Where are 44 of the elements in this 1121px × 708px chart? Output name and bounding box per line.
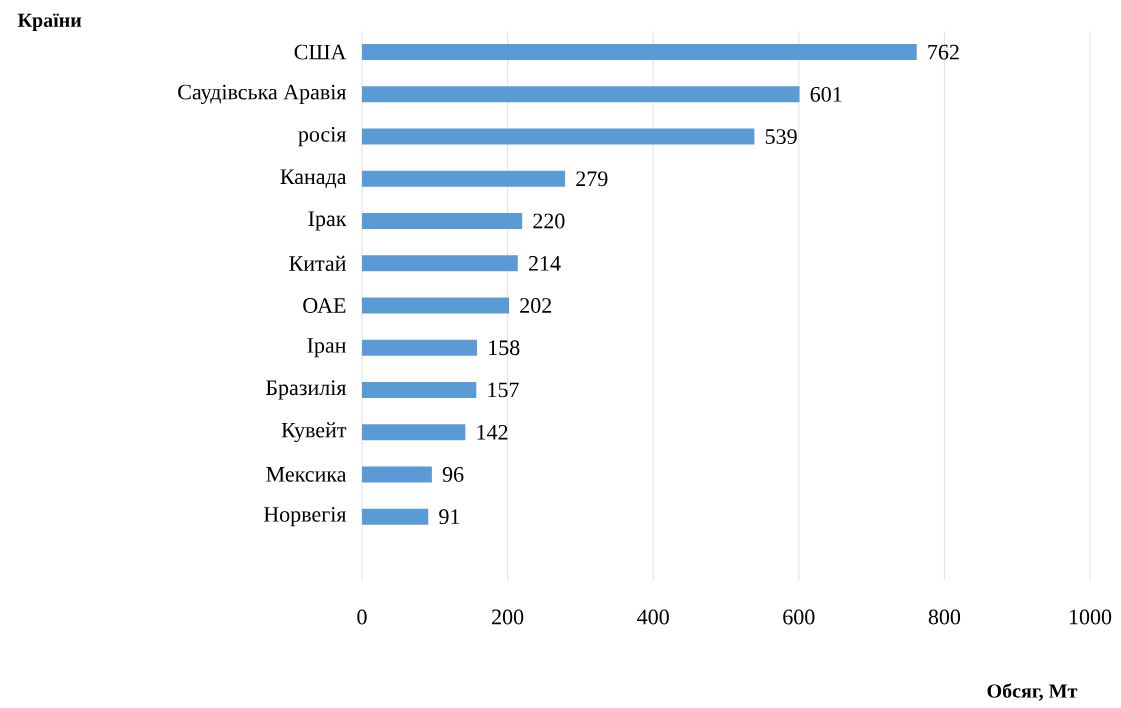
bar [362, 508, 429, 525]
y-tick-label: Норвегія [263, 507, 347, 527]
y-tick-label: Мексика [266, 467, 347, 482]
bar [362, 297, 510, 314]
data-label: 279 [576, 171, 608, 187]
y-tick-label: Іран [307, 338, 346, 358]
data-label: 157 [488, 382, 519, 398]
data-label: 762 [928, 44, 959, 60]
bar [362, 86, 800, 103]
x-tick-label: 800 [928, 609, 961, 625]
y-tick-label: Ірак [308, 211, 347, 231]
y-tick-label: Китай [289, 255, 346, 271]
bar [362, 128, 755, 145]
y-tick-label: ОАЕ [303, 298, 346, 313]
bar [362, 339, 478, 356]
data-label: 539 [765, 129, 797, 144]
bar [362, 170, 566, 187]
data-label: 142 [477, 424, 508, 440]
y-tick-label: Канада [280, 169, 347, 189]
x-axis-title: Обсяг, Мт [987, 683, 1078, 701]
data-label: 202 [520, 298, 552, 313]
x-tick-label: 600 [783, 609, 815, 625]
data-label: 158 [489, 340, 520, 356]
data-label: 91 [439, 509, 460, 525]
x-tick-label: 200 [492, 609, 524, 625]
y-axis-title: Країни [17, 13, 82, 32]
data-label: 601 [810, 86, 842, 102]
x-tick-label: 0 [357, 609, 367, 625]
data-label: 220 [533, 213, 565, 229]
data-label: 96 [442, 467, 464, 482]
bar [362, 424, 466, 441]
x-tick-label: 400 [637, 609, 669, 625]
bar [362, 381, 477, 398]
y-tick-label: росія [298, 126, 347, 147]
bar [362, 255, 518, 272]
bar [362, 466, 432, 483]
data-label: 214 [528, 255, 561, 271]
y-tick-label: Саудівська Аравія [178, 84, 347, 104]
bar [362, 213, 523, 230]
bar [362, 44, 917, 61]
y-tick-label: Кувейт [281, 422, 347, 443]
x-tick-label: 1000 [1069, 609, 1112, 625]
y-tick-label: Бразилія [266, 380, 347, 400]
y-tick-label: США [294, 44, 347, 60]
